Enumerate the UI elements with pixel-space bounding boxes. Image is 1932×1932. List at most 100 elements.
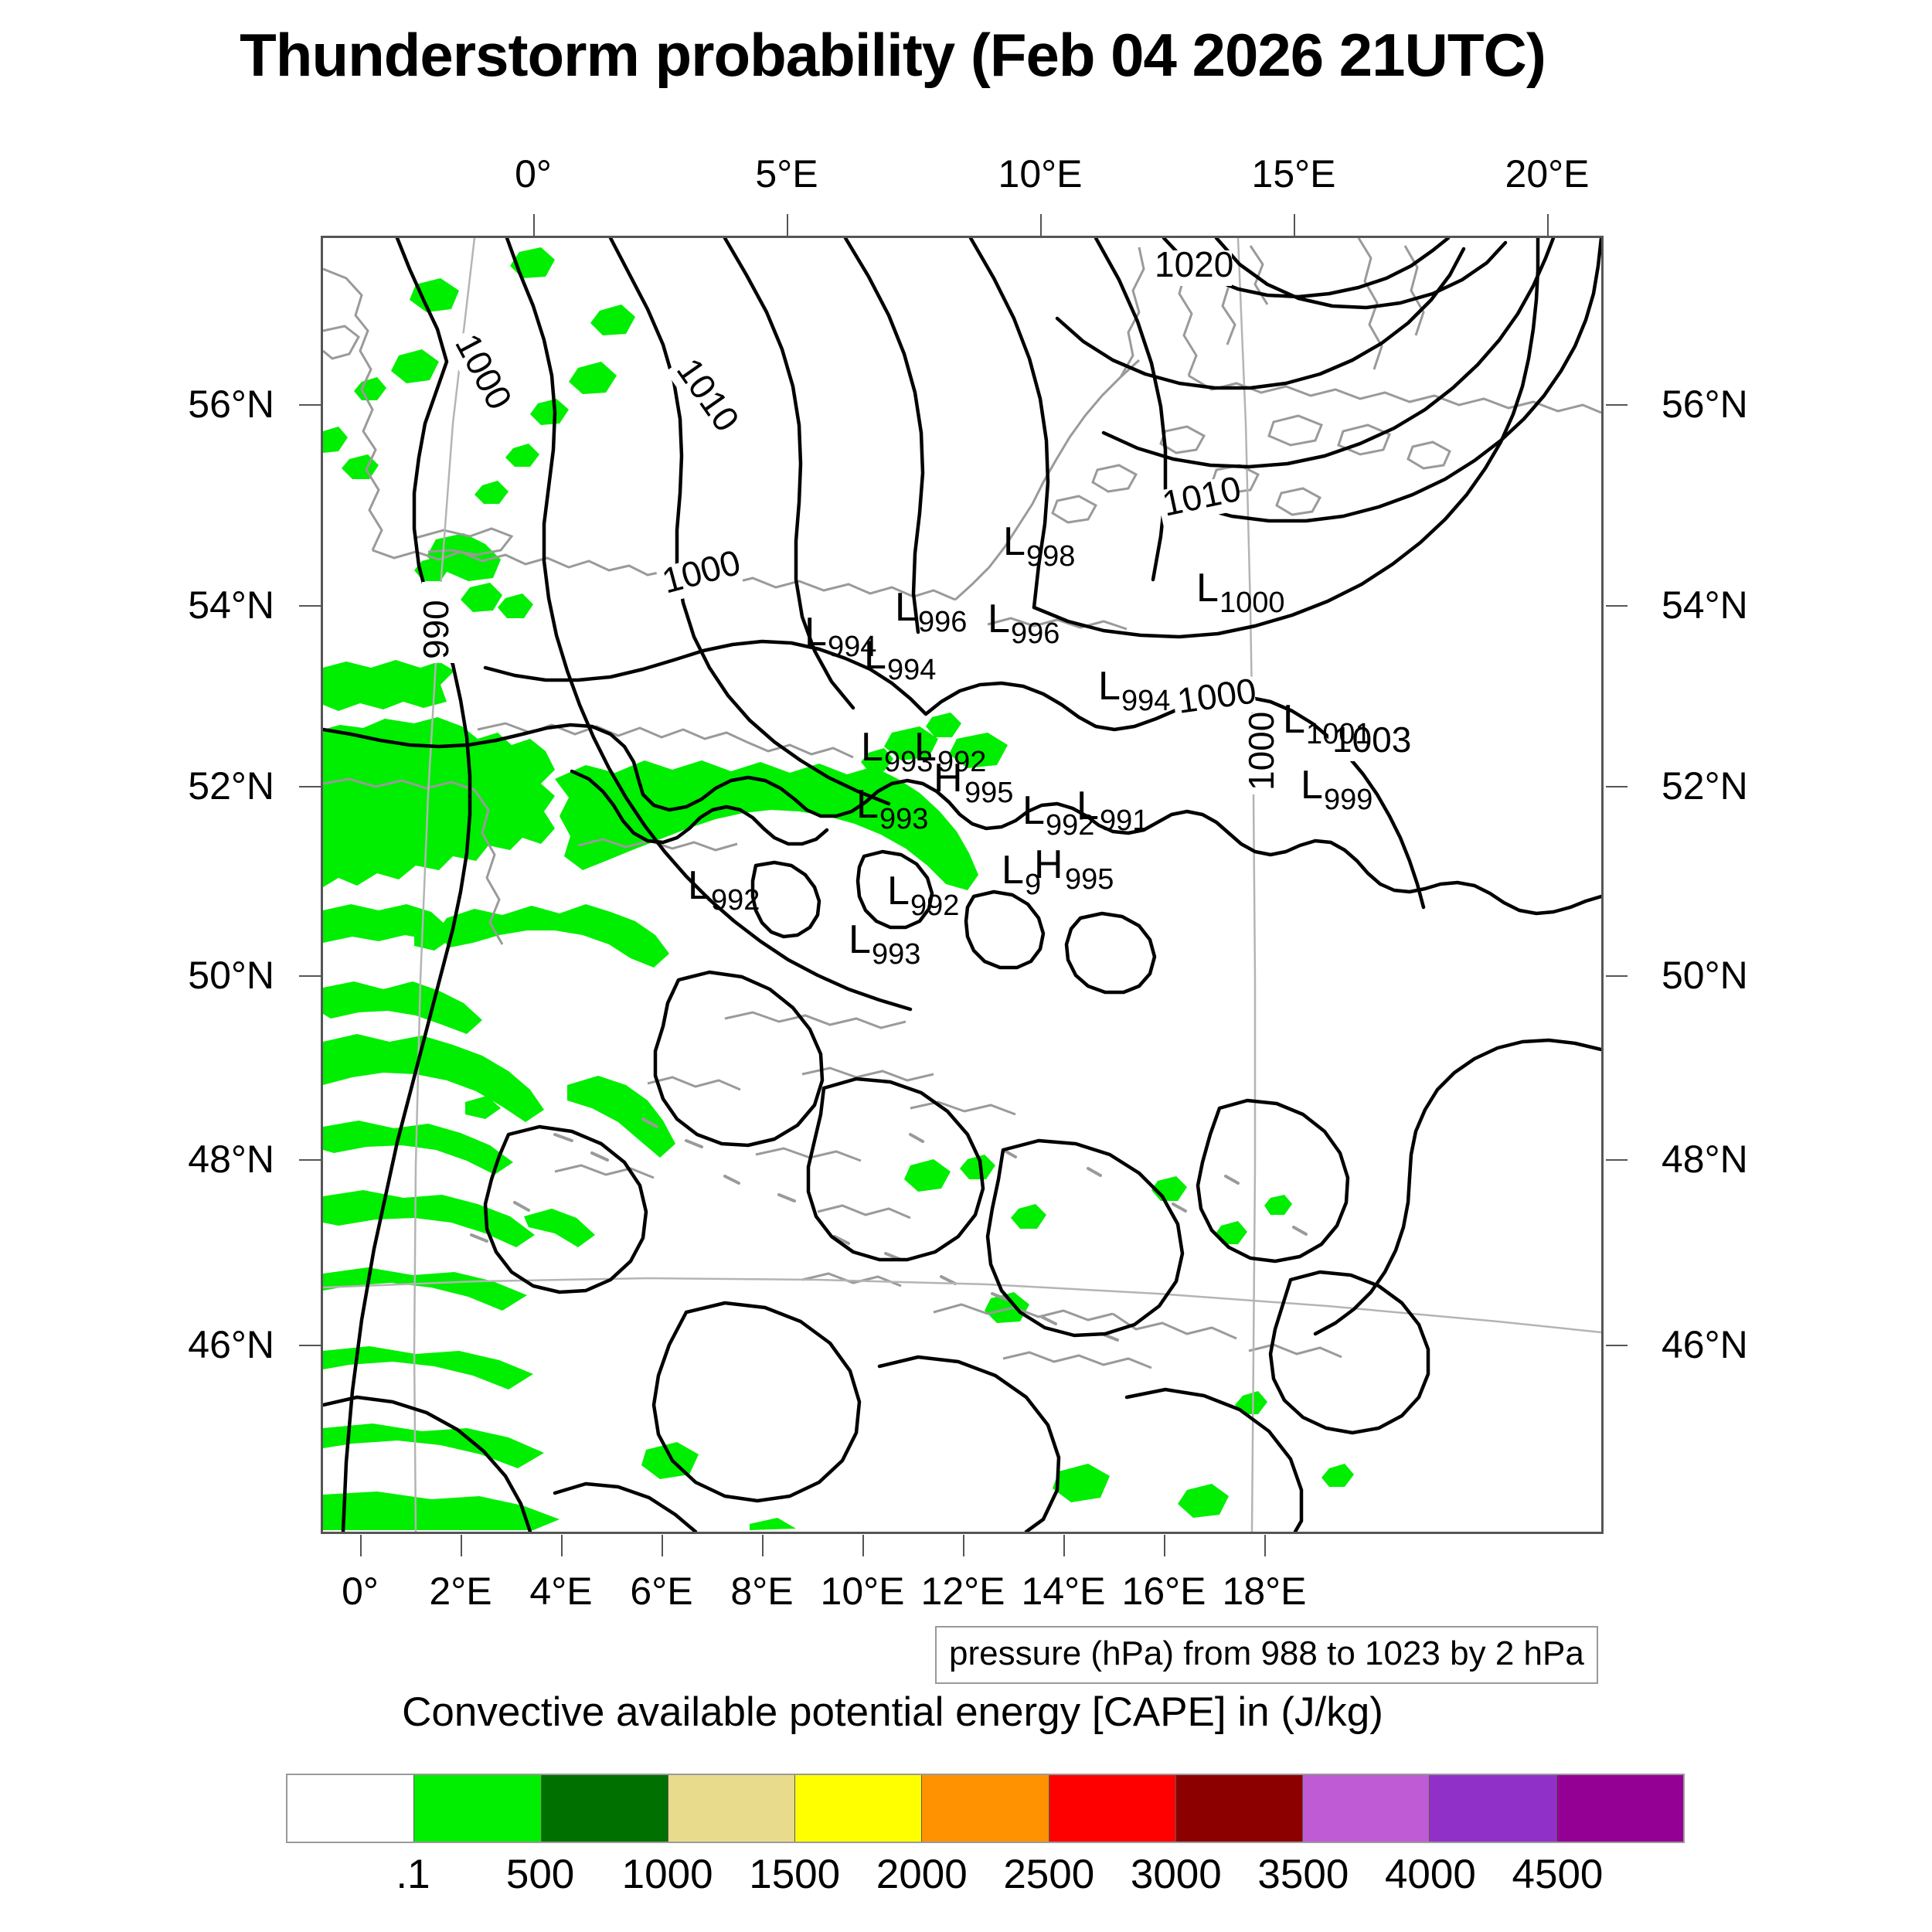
tick-right-50n (1606, 975, 1628, 977)
svg-text:L: L (1098, 664, 1121, 709)
lon-label-top-4: 20°E (1505, 152, 1590, 196)
tick-top-0e (533, 214, 535, 236)
svg-text:L: L (1196, 566, 1219, 611)
svg-text:993: 993 (872, 938, 920, 971)
svg-text:994: 994 (828, 631, 876, 663)
map-plot-area[interactable]: 1000 1010 1020 1010 1000 1000 1000 990 1003 L 998… (321, 236, 1604, 1534)
colorbar-band-9[interactable] (1429, 1775, 1556, 1842)
colorbar-band-4[interactable] (794, 1775, 922, 1842)
lat-label-right-0: 56°N (1662, 383, 1748, 426)
graticule-layer (323, 238, 1601, 1532)
svg-text:996: 996 (918, 606, 967, 638)
tick-bot-16e (1164, 1535, 1165, 1556)
tick-right-56n (1606, 404, 1628, 406)
colorbar-band-6[interactable] (1048, 1775, 1175, 1842)
lon-label-bot-5: 10°E (820, 1570, 905, 1613)
colorbar-tick-4000: 4000 (1384, 1852, 1476, 1897)
lat-label-right-5: 46°N (1662, 1323, 1748, 1366)
pressure-center-l-993-8: L 993 (861, 725, 933, 778)
contour-label-1020-2: 1020 (1151, 244, 1233, 286)
colorbar-tick-4500: 4500 (1512, 1852, 1604, 1897)
colorbar-band-8[interactable] (1302, 1775, 1430, 1842)
tick-left-50n (299, 975, 321, 977)
lon-label-top-3: 15°E (1251, 152, 1336, 196)
svg-text:995: 995 (964, 777, 1013, 809)
svg-text:998: 998 (1026, 540, 1075, 573)
cape-shading-layer (323, 247, 1354, 1530)
svg-text:L: L (988, 597, 1010, 641)
colorbar-band-1[interactable] (413, 1775, 541, 1842)
svg-text:995: 995 (1065, 863, 1114, 896)
tick-bot-18e (1264, 1535, 1266, 1556)
colorbar-tick-1500: 1500 (749, 1852, 841, 1897)
lon-label-bot-6: 12°E (920, 1570, 1005, 1613)
contour-label-1000-6: 1000 (1241, 712, 1283, 794)
svg-text:1000: 1000 (1241, 712, 1281, 791)
lon-label-bot-7: 14°E (1021, 1570, 1106, 1613)
colorbar-band-3[interactable] (667, 1775, 795, 1842)
pressure-center-l-994-6: L 994 (1098, 664, 1170, 717)
tick-bot-14e (1063, 1535, 1065, 1556)
lon-label-bot-1: 2°E (429, 1570, 492, 1613)
svg-text:993: 993 (879, 803, 928, 835)
tick-bot-4e (561, 1535, 563, 1556)
svg-text:L: L (688, 863, 710, 908)
svg-text:H: H (934, 756, 963, 801)
svg-text:1000: 1000 (658, 542, 744, 601)
svg-text:L: L (1283, 697, 1305, 742)
lat-label-left-3: 50°N (188, 954, 274, 997)
lon-label-top-1: 5°E (755, 152, 818, 196)
tick-top-15e (1294, 214, 1295, 236)
colorbar-band-5[interactable] (921, 1775, 1049, 1842)
page-title: Thunderstorm probability (Feb 04 2026 21… (240, 21, 1546, 89)
tick-top-10e (1040, 214, 1042, 236)
pressure-center-l-994-5: L 994 (864, 633, 936, 686)
svg-text:992: 992 (1046, 809, 1094, 842)
colorbar-tick-1000: 1000 (621, 1852, 713, 1897)
svg-text:L: L (804, 610, 827, 655)
tick-bot-0e (360, 1535, 362, 1556)
svg-text:1000: 1000 (1219, 587, 1285, 619)
tick-left-52n (299, 786, 321, 787)
tick-left-56n (299, 404, 321, 406)
svg-text:H: H (1034, 842, 1063, 887)
colorbar-tick-labels: .1 500 1000 1500 2000 2500 3000 3500 4000 4500 (286, 1851, 1685, 1905)
colorbar-caption: Convective available potential energy [C… (402, 1689, 1383, 1735)
pressure-center-l-992-9: L 992 (914, 725, 986, 778)
contour-label-1010-1: 1010 (665, 351, 747, 439)
contour-label-1003-8: 1003 (1328, 719, 1411, 761)
colorbar-band-7[interactable] (1175, 1775, 1303, 1842)
contour-label-1000-4: 1000 (655, 542, 744, 604)
pressure-center-l-1001-7: L 1001 (1283, 697, 1372, 750)
lon-label-bot-2: 4°E (529, 1570, 593, 1613)
svg-text:L: L (1301, 763, 1323, 808)
lat-label-right-4: 48°N (1662, 1138, 1748, 1181)
colorbar-band-2[interactable] (540, 1775, 668, 1842)
tick-top-5e (787, 214, 788, 236)
lat-label-left-0: 56°N (188, 383, 274, 426)
svg-text:992: 992 (910, 889, 959, 922)
lat-label-left-2: 52°N (188, 764, 274, 808)
contour-label-1000-5: 1000 (1172, 670, 1259, 723)
colorbar-tick-3500: 3500 (1257, 1852, 1349, 1897)
pressure-center-l-992-13: L 992 (1022, 788, 1094, 842)
pressure-center-h-995-10: H 995 (934, 756, 1013, 809)
cape-colorbar[interactable] (286, 1774, 1685, 1843)
svg-text:L: L (1022, 788, 1045, 833)
svg-text:L: L (1077, 784, 1099, 828)
colorbar-tick-.1: .1 (396, 1852, 430, 1897)
svg-text:1001: 1001 (1306, 718, 1372, 750)
pressure-center-l-994-4: L 994 (804, 610, 876, 663)
svg-text:993: 993 (884, 746, 933, 778)
svg-text:L: L (861, 725, 883, 770)
tick-bot-6e (662, 1535, 663, 1556)
colorbar-band-10[interactable] (1556, 1775, 1683, 1842)
lon-label-bot-9: 18°E (1222, 1570, 1307, 1613)
pressure-center-l-999-11: L 999 (1301, 763, 1372, 816)
svg-text:1003: 1003 (1332, 719, 1411, 760)
svg-text:L: L (849, 917, 871, 962)
colorbar-band-0[interactable] (287, 1775, 414, 1842)
